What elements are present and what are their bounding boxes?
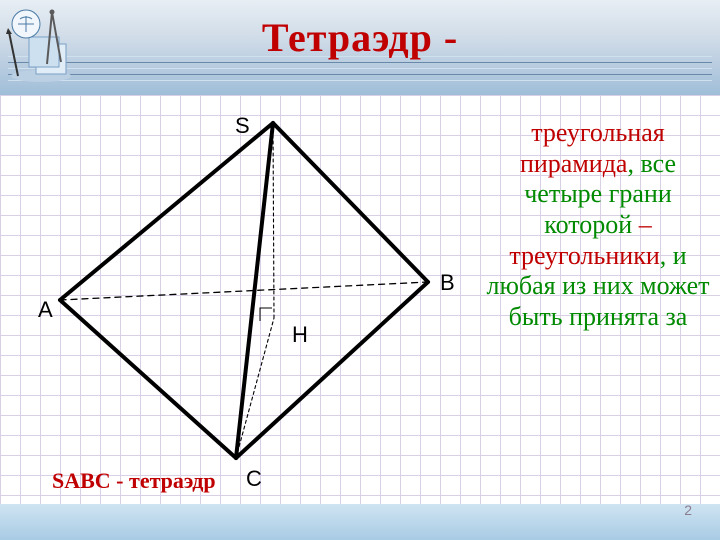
definition-fragment: треугольники (509, 241, 659, 270)
header-rule (8, 62, 712, 63)
definition-fragment: – (632, 210, 652, 239)
header-rule (8, 68, 712, 69)
vertex-label-C: С (246, 466, 262, 492)
page-number: 2 (684, 502, 692, 518)
bottom-band (0, 504, 720, 540)
definition-text: треугольная пирамида, все четыре грани к… (480, 118, 716, 333)
vertex-label-A: А (38, 297, 53, 323)
diagram-caption: SАВС - тетраэдр (52, 468, 216, 494)
header-band: Тетраэдр - (0, 0, 720, 95)
header-rule (8, 80, 712, 81)
vertex-label-B: В (440, 270, 455, 296)
vertex-label-H: Н (292, 322, 308, 348)
header-rule (8, 74, 712, 75)
vertex-label-S: S (235, 113, 250, 139)
definition-fragment: , (627, 149, 640, 178)
page-title: Тетраэдр - (0, 14, 720, 61)
